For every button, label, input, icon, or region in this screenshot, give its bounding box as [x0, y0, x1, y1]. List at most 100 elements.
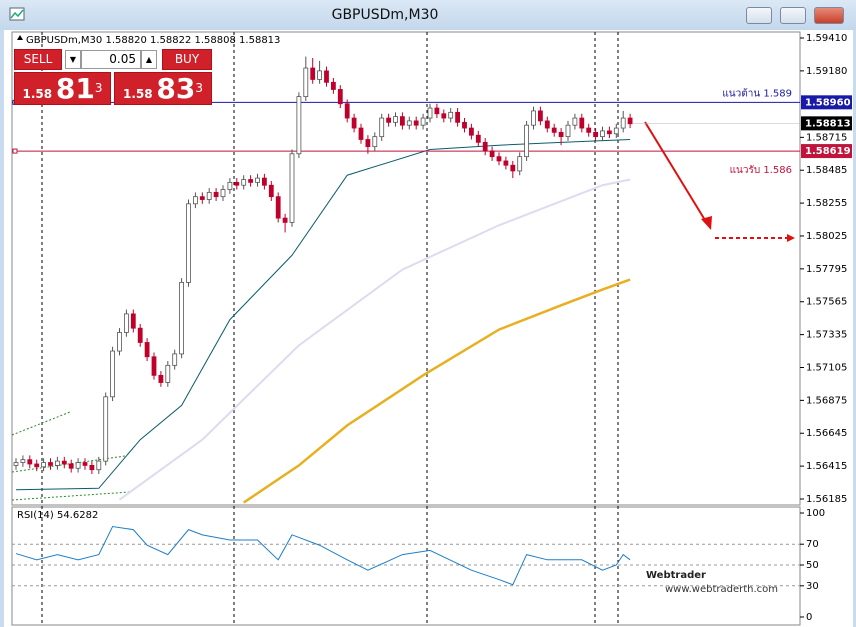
candle-body	[420, 117, 426, 126]
candle-body	[144, 342, 150, 358]
candle-body	[365, 139, 371, 148]
candle-body	[468, 127, 474, 136]
candle-body	[20, 459, 26, 463]
y-tick-label: 1.58715	[806, 132, 847, 143]
ask-big: 83	[156, 72, 196, 105]
candle-body	[558, 131, 564, 138]
rsi-line	[15, 525, 631, 586]
y-tick-label: 1.58025	[806, 231, 847, 242]
ask-sup: 3	[195, 81, 204, 95]
y-tick-label: 1.59180	[806, 66, 847, 77]
candle-body	[48, 462, 53, 466]
moving-average	[118, 178, 631, 501]
ask-prefix: 1.58	[122, 87, 153, 101]
y-tick-label: 1.58485	[806, 165, 847, 176]
candle-body	[248, 179, 254, 183]
level-tag-label: 1.58619	[805, 146, 851, 157]
level-annotation: แนวรับ 1.586	[730, 165, 792, 176]
watermark-brand: Webtrader	[646, 570, 706, 581]
candle-body	[158, 374, 164, 383]
title-bar: GBPUSDm,M30	[0, 0, 856, 30]
candle-body	[255, 177, 260, 183]
candle-body	[268, 184, 274, 198]
candle-body	[586, 127, 592, 133]
channel-lines	[11, 411, 131, 501]
level-tag-label: 1.58960	[805, 97, 851, 108]
candle-body	[448, 111, 454, 119]
candle-body	[475, 134, 481, 143]
candle-body	[386, 117, 392, 123]
candle-body	[234, 181, 240, 186]
moving-average	[243, 278, 631, 504]
level-annotation: แนวต้าน 1.589	[722, 87, 792, 99]
y-tick-label: 1.56645	[806, 428, 847, 439]
candle-body	[61, 460, 67, 465]
lot-input[interactable]: 0.05	[81, 50, 141, 69]
y-tick-label: 1.58255	[806, 198, 847, 209]
candle-body	[124, 313, 129, 333]
candle-body	[75, 462, 81, 469]
candle-body	[117, 332, 122, 352]
candle-body	[282, 217, 288, 223]
header-triangle	[17, 35, 23, 40]
forecast-arrow	[644, 121, 795, 242]
level-tag	[801, 95, 852, 110]
candle-body	[289, 153, 295, 223]
y-tick-label: 1.57105	[806, 362, 847, 373]
candle-body	[303, 67, 309, 98]
candle-body	[324, 70, 329, 83]
rsi-tick-label: 70	[806, 539, 819, 550]
candle-body	[503, 160, 509, 166]
candle-body	[565, 124, 571, 138]
candle-body	[593, 131, 598, 138]
candle-body	[496, 156, 502, 162]
level-handle	[12, 148, 18, 154]
candle-body	[227, 181, 233, 190]
candle-body	[34, 463, 40, 468]
candle-body	[462, 121, 467, 129]
buy-button[interactable]: BUY	[162, 49, 212, 70]
candle-body	[579, 117, 585, 129]
ask-price[interactable]: 1.58 833	[114, 72, 212, 105]
candle-body	[482, 141, 488, 152]
candle-body	[538, 110, 543, 122]
candle-body	[186, 203, 191, 283]
bid-big: 81	[55, 72, 95, 105]
current-price-tag	[801, 116, 852, 131]
maximize-button[interactable]	[780, 7, 806, 24]
candle-body	[572, 117, 578, 126]
chart-background	[4, 30, 853, 627]
candle-body	[379, 117, 385, 138]
close-button[interactable]	[814, 7, 844, 24]
sell-button[interactable]: SELL	[14, 49, 62, 70]
bid-sup: 3	[94, 81, 103, 95]
minimize-button[interactable]	[746, 7, 772, 24]
candle-body	[165, 364, 171, 383]
candle-body	[600, 130, 605, 138]
candle-body	[206, 191, 212, 200]
y-tick-label: 1.56415	[806, 461, 847, 472]
y-tick-label: 1.57795	[806, 264, 847, 275]
lot-up[interactable]: ▲	[141, 50, 157, 69]
rsi-tick-label: 0	[806, 612, 812, 623]
candle-body	[524, 124, 529, 158]
candle-body	[68, 463, 74, 469]
bid-price[interactable]: 1.58 813	[14, 72, 111, 105]
rsi-pane	[11, 506, 801, 626]
candle-body	[137, 327, 143, 343]
candle-body	[296, 96, 302, 155]
candle-body	[275, 196, 281, 219]
candle-body	[627, 117, 633, 125]
candle-body	[427, 107, 433, 119]
candle-body	[310, 67, 316, 80]
current-price-label: 1.58813	[805, 118, 851, 129]
candle-body	[544, 120, 550, 129]
candle-body	[89, 465, 95, 471]
candle-body	[317, 70, 323, 80]
candle-body	[55, 460, 60, 466]
y-tick-label: 1.57565	[806, 297, 847, 308]
window-title: GBPUSDm,M30	[331, 7, 439, 23]
lot-down[interactable]: ▼	[65, 50, 81, 69]
rsi-label: RSI(14) 54.6282	[17, 510, 98, 521]
